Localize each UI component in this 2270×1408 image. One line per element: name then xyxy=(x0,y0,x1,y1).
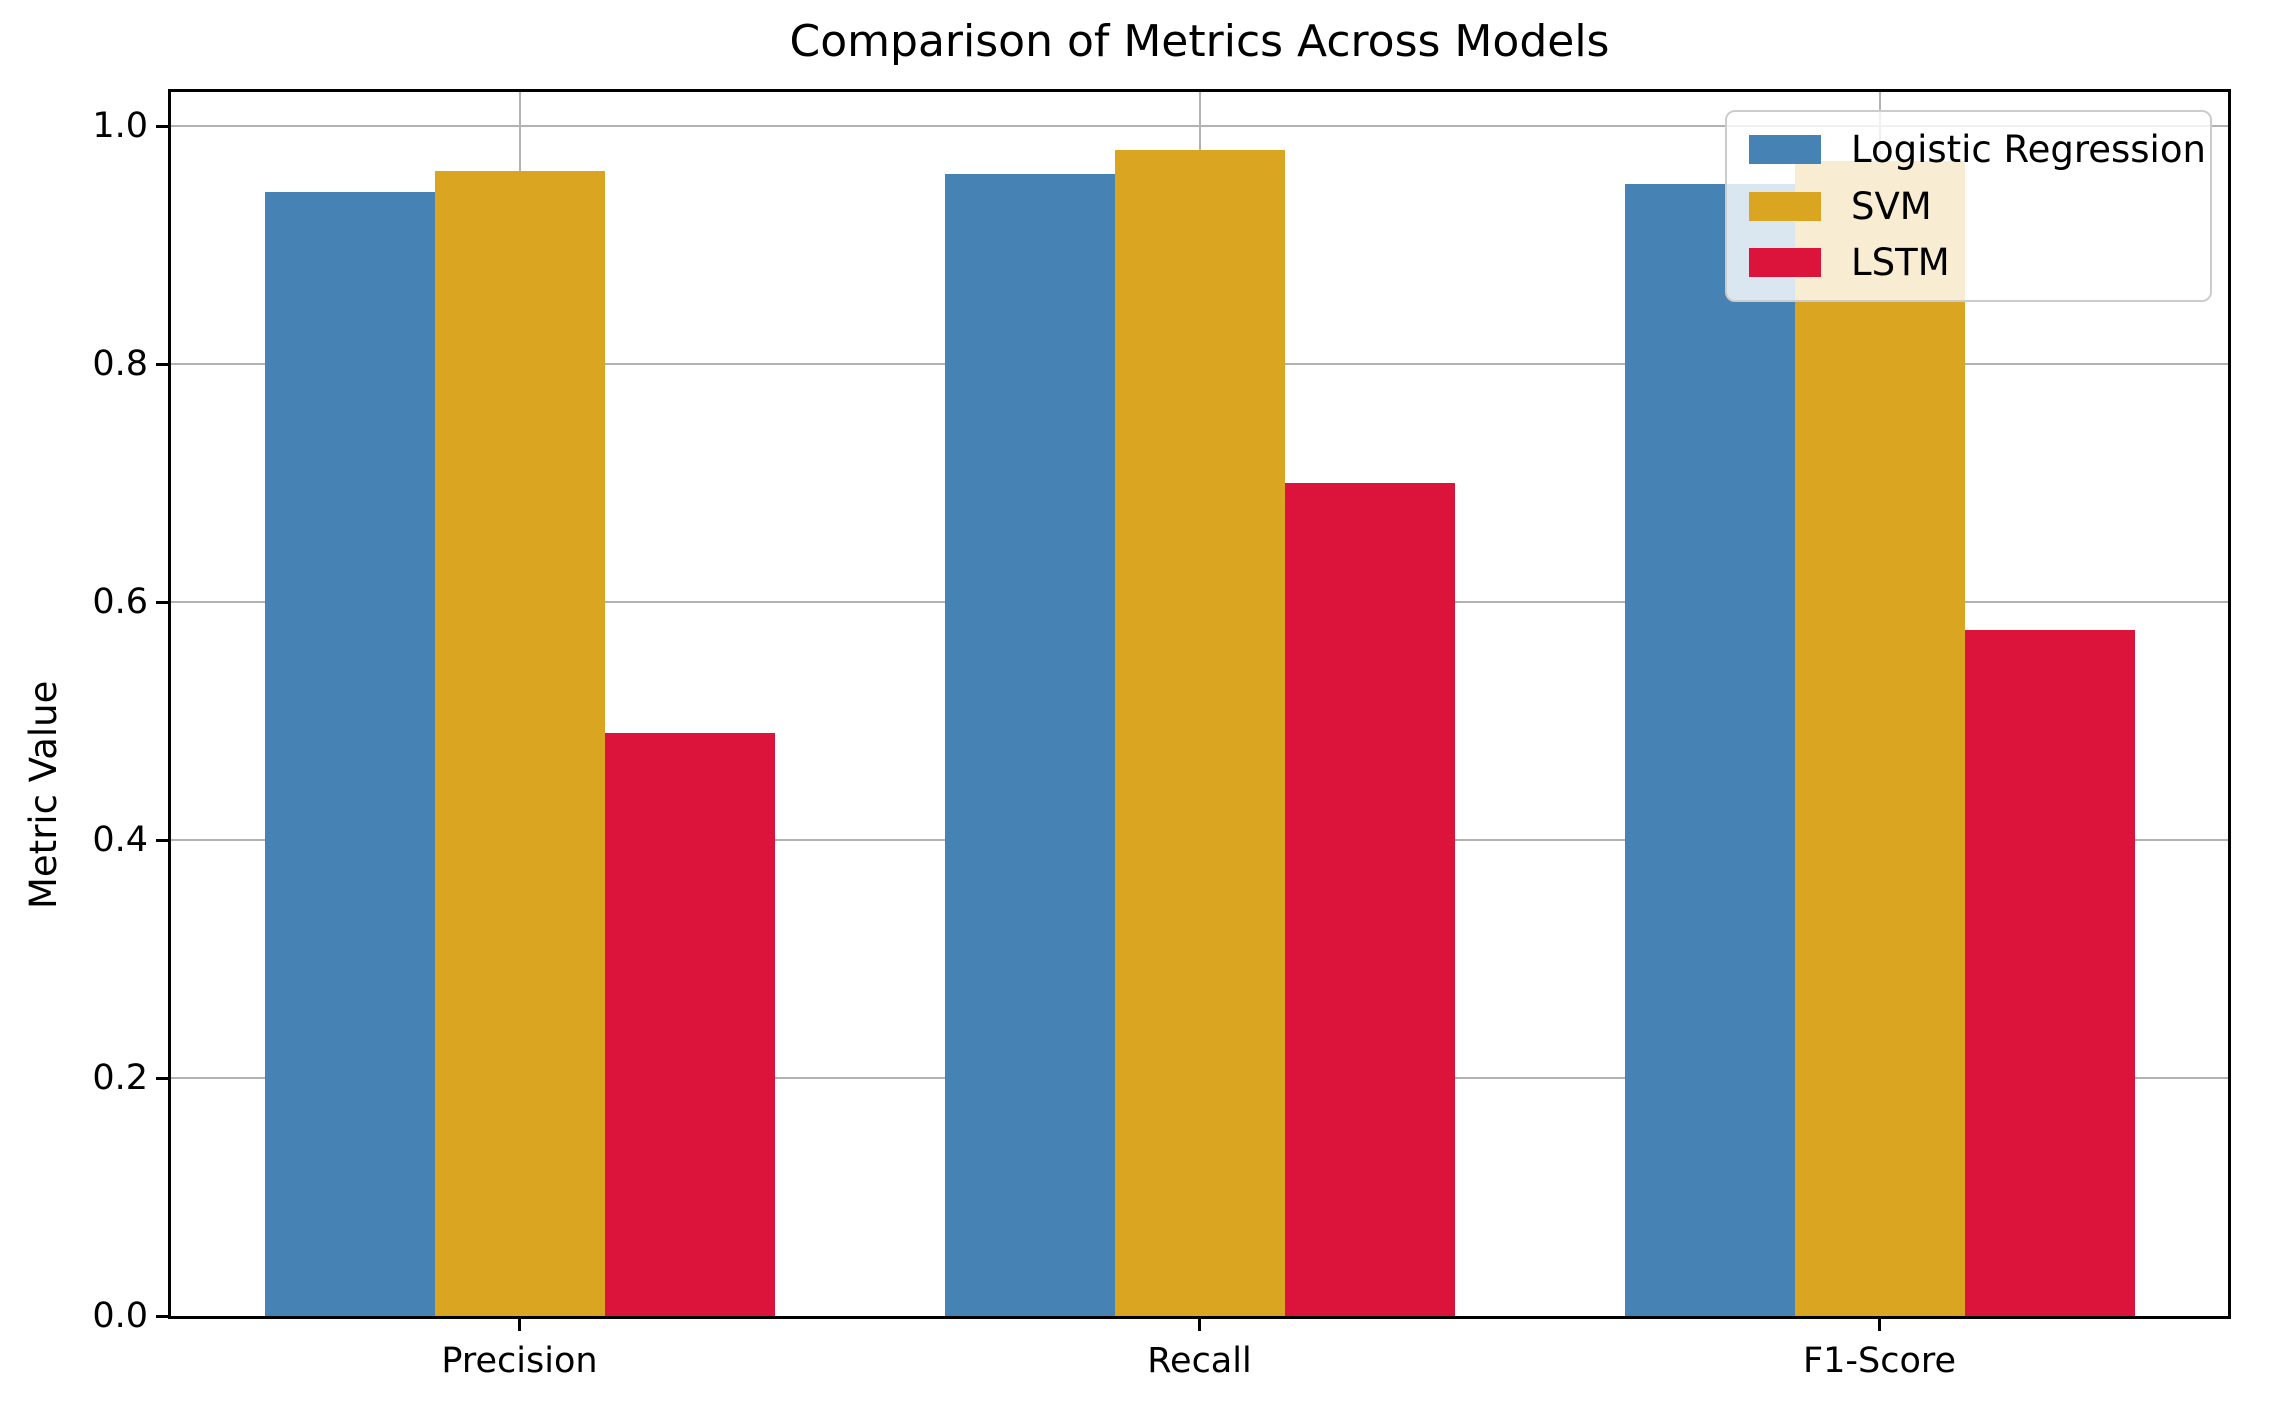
x-tick-label: F1-Score xyxy=(1802,1341,1957,1381)
bar-logistic-regression-f1-score xyxy=(1624,183,1795,1316)
y-tick-mark xyxy=(156,1076,171,1080)
bar-svm-f1-score xyxy=(1794,160,1965,1316)
bar-logistic-regression-precision xyxy=(264,191,435,1316)
y-tick-mark xyxy=(156,838,171,842)
legend-item-label: LSTM xyxy=(1851,241,1950,284)
bar-svm-recall xyxy=(1114,150,1285,1316)
plot-area: Logistic Regression SVM LSTM xyxy=(168,89,2231,1319)
bar-logistic-regression-recall xyxy=(944,174,1115,1316)
legend: Logistic Regression SVM LSTM xyxy=(1725,110,2212,302)
x-tick-label: Recall xyxy=(1147,1341,1252,1381)
y-axis-label: Metric Value xyxy=(22,680,65,909)
legend-item-lstm: LSTM xyxy=(1749,241,2186,284)
bar-lstm-f1-score xyxy=(1964,629,2135,1316)
y-tick-mark xyxy=(156,1314,171,1318)
y-tick-label: 0.6 xyxy=(92,582,148,623)
bar-lstm-recall xyxy=(1284,483,1455,1316)
x-tick-mark xyxy=(1198,1316,1201,1331)
x-tick-label: Precision xyxy=(441,1341,598,1381)
y-tick-label: 1.0 xyxy=(92,106,148,147)
bar-lstm-precision xyxy=(604,733,775,1316)
x-tick-mark xyxy=(1878,1316,1881,1331)
legend-item-svm: SVM xyxy=(1749,185,2186,228)
y-tick-mark xyxy=(156,600,171,604)
x-tick-mark xyxy=(518,1316,521,1331)
legend-swatch-icon xyxy=(1749,248,1821,277)
y-tick-mark xyxy=(156,124,171,128)
legend-item-logistic-regression: Logistic Regression xyxy=(1749,128,2206,171)
legend-item-label: Logistic Regression xyxy=(1851,128,2206,171)
legend-item-label: SVM xyxy=(1851,184,1932,228)
y-tick-label: 0.2 xyxy=(92,1058,148,1099)
y-tick-mark xyxy=(156,362,171,366)
legend-swatch-icon xyxy=(1749,135,1821,164)
y-tick-label: 0.8 xyxy=(92,344,148,385)
chart-title: Comparison of Metrics Across Models xyxy=(789,16,1610,67)
legend-swatch-icon xyxy=(1749,191,1821,221)
y-tick-label: 0.0 xyxy=(92,1296,148,1336)
bar-svm-precision xyxy=(434,170,605,1316)
y-tick-label: 0.4 xyxy=(92,820,148,861)
